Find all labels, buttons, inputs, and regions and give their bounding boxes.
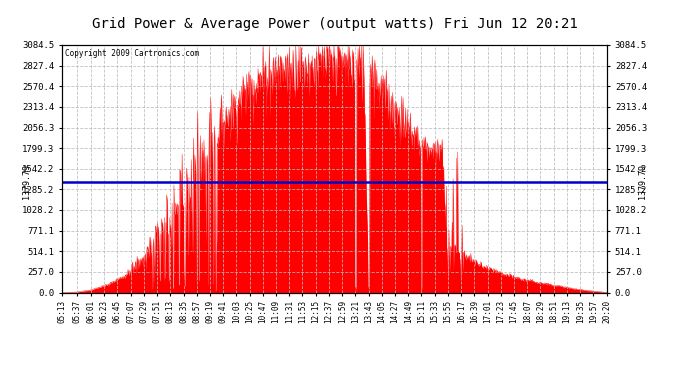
Text: 1379.79: 1379.79 — [22, 164, 31, 199]
Text: Copyright 2009 Cartronics.com: Copyright 2009 Cartronics.com — [65, 49, 199, 58]
Text: Grid Power & Average Power (output watts) Fri Jun 12 20:21: Grid Power & Average Power (output watts… — [92, 17, 578, 32]
Text: 1379.79: 1379.79 — [638, 164, 647, 199]
